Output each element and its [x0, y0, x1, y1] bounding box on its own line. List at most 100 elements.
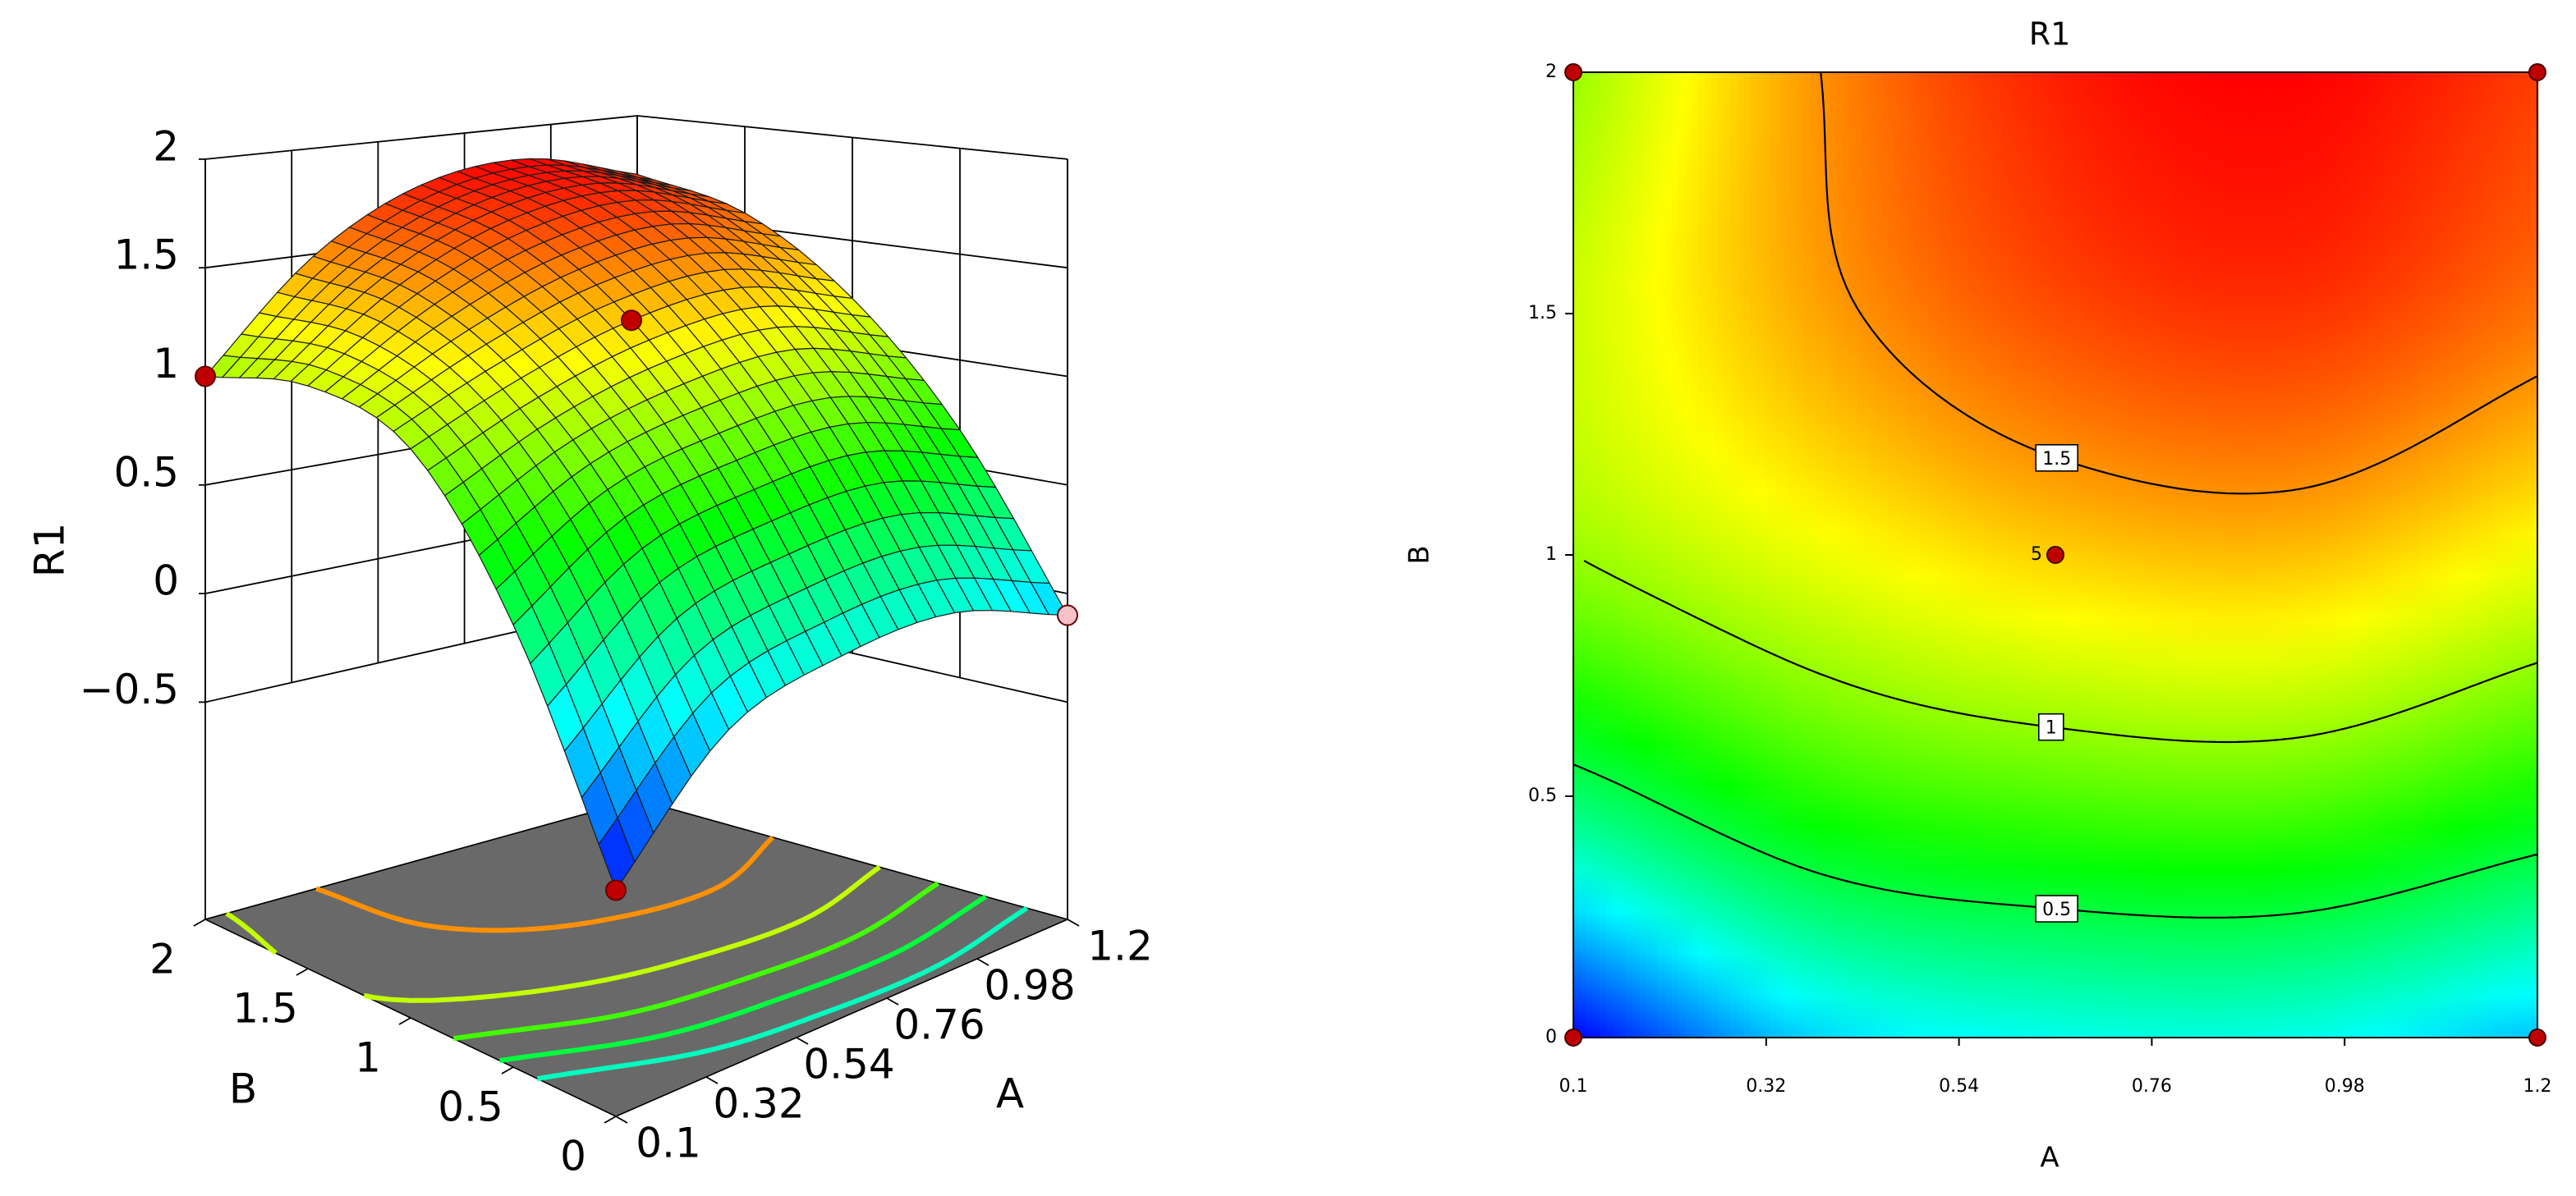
contour-fill — [2386, 72, 2395, 1038]
contour-fill — [1763, 72, 1771, 1038]
contour-fill — [1612, 72, 1621, 1038]
contour-fill — [2505, 72, 2513, 1038]
contour-fill — [1730, 72, 1738, 1038]
contour-fill — [1809, 72, 1817, 1038]
contour-fill — [2445, 72, 2454, 1038]
contour-label: 1.5 — [2042, 449, 2071, 470]
contour-fill — [1638, 72, 1647, 1038]
contour-fill — [1632, 72, 1641, 1038]
contour-fill — [2117, 72, 2126, 1038]
design-point — [1564, 1029, 1582, 1047]
contour-fill — [2143, 72, 2152, 1038]
contour-fill — [2406, 72, 2414, 1038]
y-axis-label: B — [1403, 545, 1436, 564]
contour-fill — [2156, 72, 2165, 1038]
contour-fill — [2124, 72, 2133, 1038]
contour-fill — [2531, 72, 2539, 1038]
contour-fill — [1783, 72, 1791, 1038]
tick-mark — [296, 968, 309, 976]
design-point — [2528, 63, 2546, 81]
contour-fill — [1947, 72, 1955, 1038]
contour-fill — [2294, 72, 2303, 1038]
contour-fill — [1901, 72, 1909, 1038]
contour-label: 0.5 — [2042, 900, 2071, 920]
y-tick-label: 0 — [560, 1133, 586, 1180]
contour-fill — [1605, 72, 1614, 1038]
contour-fill — [2432, 72, 2441, 1038]
tick-mark — [501, 1066, 514, 1075]
z-tick-label: −0.5 — [80, 666, 179, 713]
contour-fill — [1921, 72, 1929, 1038]
tick-mark — [398, 1017, 411, 1025]
contour-fill — [2360, 72, 2368, 1038]
contour-fill — [2006, 72, 2014, 1038]
contour-fill — [1717, 72, 1725, 1038]
tick-mark — [193, 919, 206, 927]
contour-fill — [1986, 72, 1995, 1038]
contour-fill — [1973, 72, 1981, 1038]
z-tick-label: 1.5 — [113, 231, 179, 279]
contour-fill — [2459, 72, 2467, 1038]
contour-fill — [2465, 72, 2473, 1038]
contour-fill — [2268, 72, 2276, 1038]
design-point — [195, 365, 216, 387]
contour-fill — [1776, 72, 1784, 1038]
contour-fill — [1816, 72, 1824, 1038]
contour-fill — [2019, 72, 2027, 1038]
contour-fill — [2229, 72, 2237, 1038]
contour-fill — [1704, 72, 1712, 1038]
contour-fill — [2261, 72, 2270, 1038]
contour-fill — [2222, 72, 2230, 1038]
grid-line — [204, 115, 638, 160]
contour-label-box — [2037, 713, 2064, 741]
contour-fill — [1894, 72, 1903, 1038]
x-tick-label: 0.76 — [893, 1001, 985, 1049]
tick-mark — [705, 1076, 719, 1084]
y-tick-label: 1.5 — [1528, 303, 1557, 323]
contour-fill — [2524, 72, 2532, 1038]
contour-fill — [2248, 72, 2257, 1038]
tick-mark — [604, 1116, 617, 1124]
contour-fill — [1750, 72, 1758, 1038]
x-tick-label: 0.98 — [984, 962, 1075, 1010]
contour-fill — [1888, 72, 1896, 1038]
contour-fill — [2491, 72, 2500, 1038]
contour-fill — [2137, 72, 2146, 1038]
contour-fill — [2301, 72, 2309, 1038]
contour-fill — [2426, 72, 2434, 1038]
contour-fill — [2334, 72, 2342, 1038]
contour-fill — [1743, 72, 1752, 1038]
contour-fill — [2367, 72, 2375, 1038]
contour-fill — [2307, 72, 2316, 1038]
x-tick-label: 0.1 — [636, 1120, 701, 1167]
x-tick-label: 0.32 — [713, 1080, 804, 1128]
x-tick-label: 1.2 — [2523, 1076, 2552, 1097]
contour-fill — [2485, 72, 2493, 1038]
y-axis-label: B — [229, 1065, 257, 1113]
x-axis-label: A — [2040, 1142, 2059, 1175]
contour-fill — [1724, 72, 1732, 1038]
x-tick-label: 1.2 — [1087, 923, 1153, 970]
contour-fill — [2399, 72, 2408, 1038]
design-point — [2528, 1029, 2546, 1047]
x-tick-label: 0.1 — [1559, 1076, 1588, 1097]
contour-fill — [1625, 72, 1634, 1038]
contour-fill — [1855, 72, 1863, 1038]
contour-fill — [1908, 72, 1916, 1038]
z-tick-label: 0 — [153, 557, 179, 605]
contour-fill — [1868, 72, 1876, 1038]
z-tick-label: 0.5 — [113, 448, 179, 496]
contour-fill — [2170, 72, 2178, 1038]
contour-fill — [1573, 72, 1582, 1038]
contour-fill — [2498, 72, 2506, 1038]
contour-fill — [2314, 72, 2322, 1038]
contour-fill — [1802, 72, 1811, 1038]
contour-fill — [1691, 72, 1699, 1038]
y-tick-label: 0 — [1545, 1027, 1557, 1047]
contour-fill — [2084, 72, 2093, 1038]
contour-fill — [1822, 72, 1830, 1038]
contour-fill — [2091, 72, 2100, 1038]
contour-fill — [2340, 72, 2349, 1038]
contour-fill — [1678, 72, 1686, 1038]
